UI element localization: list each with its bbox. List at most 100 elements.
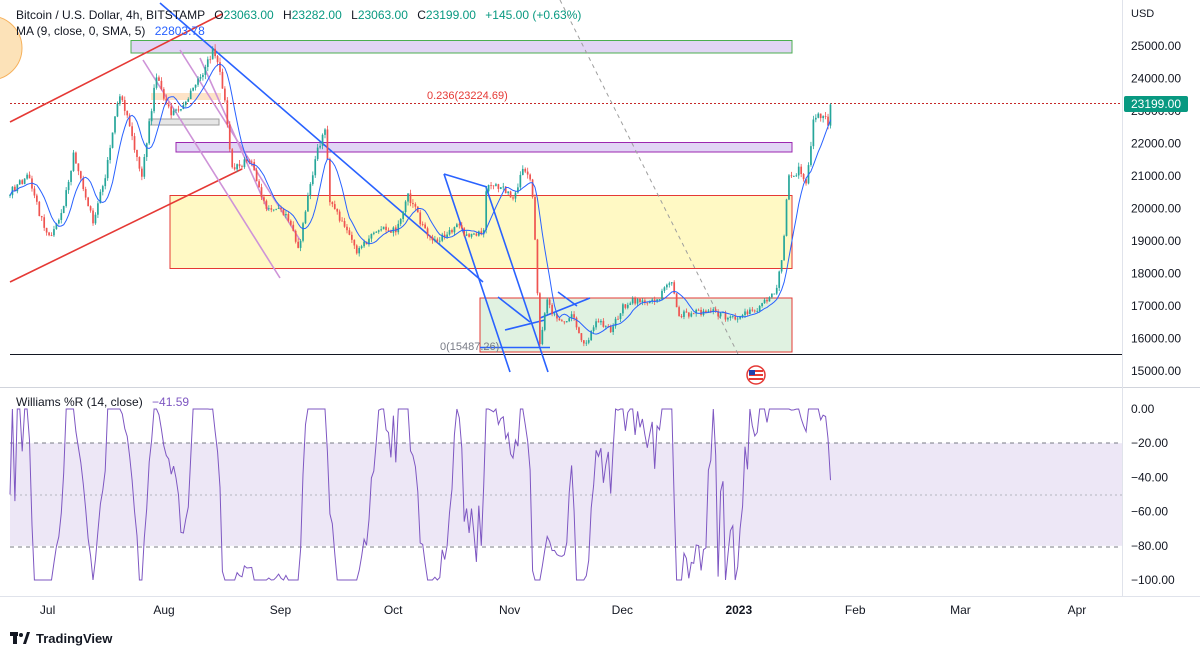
candle-body	[663, 287, 666, 291]
candle-body	[18, 180, 21, 185]
candle-body	[619, 313, 622, 319]
candle-body	[751, 309, 754, 311]
candle-body	[824, 116, 827, 117]
candle-body	[485, 191, 488, 230]
trend-red-lower[interactable]	[9, 168, 243, 283]
candle-body	[70, 170, 72, 182]
time-tick-label: Jul	[40, 603, 55, 617]
candle-body	[495, 184, 497, 186]
candle-body	[463, 228, 466, 236]
candle-body	[97, 203, 99, 215]
time-tick-label: Aug	[153, 603, 174, 617]
candle-body	[658, 299, 661, 301]
trend-blue-small-3[interactable]	[504, 319, 546, 331]
zone-purple-top[interactable]	[130, 40, 793, 54]
candle-body	[346, 226, 348, 231]
candle-body	[477, 231, 480, 236]
candle-body	[289, 220, 292, 225]
zone-purple-mid[interactable]	[175, 142, 793, 153]
trend-blue-small-5[interactable]	[539, 297, 591, 319]
trend-blue-small-1[interactable]	[443, 173, 488, 188]
candle-body	[177, 109, 180, 111]
channel-violet-2[interactable]	[179, 49, 301, 241]
candle-body	[771, 293, 773, 298]
williams-tick-label: 0.00	[1131, 402, 1155, 416]
candle-body	[50, 235, 53, 236]
candle-body	[768, 297, 771, 302]
candle-body	[817, 113, 820, 118]
candle-body	[331, 202, 334, 205]
candle-body	[429, 235, 431, 237]
williams-r-line[interactable]	[9, 407, 831, 581]
candle-body	[133, 136, 136, 150]
candle-body	[692, 313, 695, 315]
candle-body	[287, 214, 290, 221]
candle-body	[138, 157, 141, 169]
candle-body	[758, 306, 761, 311]
candle-body	[329, 158, 331, 203]
candle-body	[189, 90, 192, 100]
channel-violet-1[interactable]	[142, 59, 281, 279]
candle-body	[756, 310, 759, 312]
candle-body	[224, 88, 226, 101]
trend-blue-wedge-2[interactable]	[485, 186, 549, 373]
trend-blue-small-2[interactable]	[497, 296, 531, 323]
williams-axis[interactable]: 0.00 −20.00 −40.00 −60.00 −80.00 −100.00	[1131, 402, 1175, 587]
candle-body	[792, 176, 795, 177]
trend-red-upper[interactable]	[9, 13, 223, 123]
candle-body	[79, 171, 82, 179]
candle-body	[734, 316, 737, 320]
candle-body	[612, 326, 615, 333]
candle-body	[341, 220, 343, 222]
candle-body	[709, 310, 712, 312]
candle-body	[253, 162, 256, 171]
trend-blue-wedge-1[interactable]	[443, 173, 511, 373]
candle-body	[304, 211, 307, 224]
candle-body	[570, 314, 573, 319]
price-axis[interactable]: 15000.00 16000.00 17000.00 18000.00 19000.00…	[1131, 39, 1181, 378]
candle-body	[636, 298, 639, 304]
candle-body	[211, 48, 214, 60]
orange-highlight-circle	[0, 17, 23, 79]
candle-body	[670, 282, 673, 284]
candle-body	[45, 227, 48, 233]
candle-series[interactable]	[9, 44, 832, 347]
candle-body	[87, 197, 89, 207]
tradingview-branding[interactable]: TradingView	[10, 629, 112, 647]
candle-body	[316, 147, 319, 160]
candle-body	[126, 110, 129, 116]
candle-body	[499, 187, 502, 189]
channel-violet-3[interactable]	[199, 57, 269, 211]
candle-body	[814, 117, 817, 120]
candle-body	[294, 230, 297, 242]
time-axis[interactable]: Jul Aug Sep Oct Nov Dec 2023 Feb Mar Apr	[40, 603, 1086, 617]
candle-body	[580, 333, 583, 341]
candle-body	[541, 329, 544, 345]
candle-body	[790, 175, 793, 177]
trend-grey-dashed[interactable]	[559, 0, 739, 355]
candle-body	[741, 315, 744, 317]
candle-body	[531, 179, 534, 197]
candle-body	[101, 186, 104, 192]
candle-body	[338, 211, 341, 221]
candle-body	[419, 212, 422, 225]
price-tick-label: 20000.00	[1131, 202, 1181, 216]
candle-body	[355, 245, 358, 254]
candle-body	[451, 230, 453, 233]
us-flag-event-icon[interactable]	[746, 365, 766, 385]
candle-body	[434, 239, 436, 241]
candle-body	[170, 106, 173, 116]
candle-body	[644, 300, 646, 303]
candle-body	[604, 326, 607, 327]
moving-average-line[interactable]	[9, 63, 831, 335]
candle-body	[111, 132, 114, 148]
candle-body	[324, 129, 326, 135]
candle-body	[248, 161, 251, 163]
candle-body	[456, 224, 458, 228]
candle-body	[272, 209, 275, 211]
candle-body	[678, 307, 680, 317]
candle-body	[609, 326, 612, 333]
candle-body	[526, 171, 529, 175]
zone-small-orange[interactable]	[151, 93, 221, 100]
